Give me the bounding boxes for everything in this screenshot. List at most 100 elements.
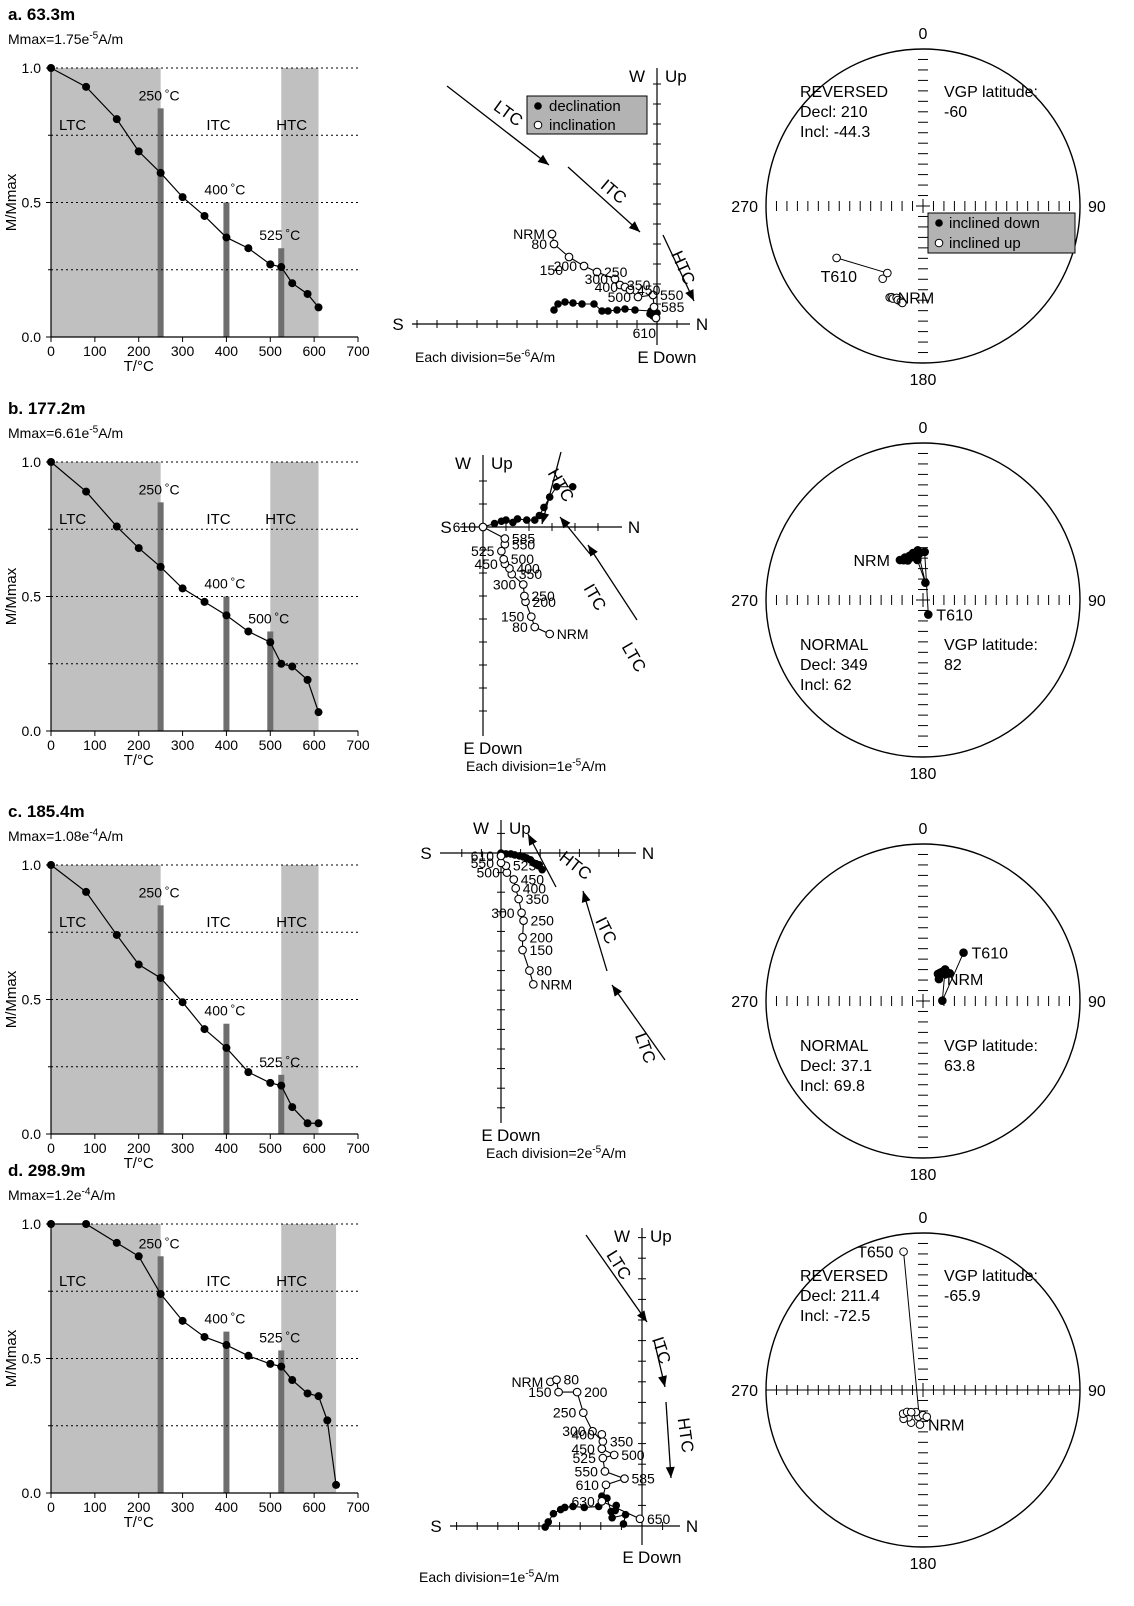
- inclination-point: [578, 1408, 588, 1418]
- step-label: 400: [204, 1311, 228, 1327]
- step-label: 630: [571, 1493, 595, 1509]
- x-tick-label: 700: [346, 343, 370, 359]
- x-tick-label: 100: [83, 737, 107, 753]
- legend-down-label: inclined down: [949, 215, 1040, 232]
- y-tick-label: 0.5: [22, 589, 42, 605]
- stereo-legend-box: [927, 212, 1076, 254]
- zij-label-up: Up: [665, 67, 687, 86]
- data-point: [277, 659, 286, 668]
- inclination-point: [547, 229, 557, 239]
- inclination-point: [609, 1450, 619, 1460]
- step-label: 525: [471, 543, 495, 559]
- component-arrowhead: [560, 517, 571, 529]
- step-label: 350: [519, 566, 543, 582]
- declination-point: [608, 1513, 616, 1522]
- step-label: 250: [139, 1235, 163, 1251]
- inclination-point: [511, 883, 521, 893]
- inclination-point: [610, 274, 620, 284]
- direction-point-up: [915, 1420, 925, 1429]
- step-label: 450: [474, 556, 498, 572]
- step-bar: [157, 1256, 164, 1493]
- component-arrowhead: [540, 512, 550, 524]
- data-point: [314, 1392, 323, 1401]
- y-tick-label: 0.5: [22, 1351, 42, 1367]
- x-axis-label: T/°C: [124, 752, 154, 769]
- panel-title: b. 177.2m: [8, 399, 86, 418]
- data-point: [222, 233, 231, 242]
- step-label-unit: °C: [285, 226, 300, 243]
- declination-point: [613, 306, 621, 314]
- declination-point: [532, 859, 541, 868]
- declination-point: [513, 515, 522, 523]
- incl-label: Incl: -44.3: [800, 124, 870, 141]
- step-label: 300: [585, 271, 609, 287]
- direction-point-down: [923, 610, 933, 619]
- inclination-point: [518, 580, 528, 589]
- y-tick-label: 0.0: [22, 1485, 42, 1501]
- label-south: 180: [910, 372, 937, 389]
- x-tick-label: 300: [171, 343, 195, 359]
- step-label: 250: [553, 1405, 577, 1421]
- vgp-value: -60: [944, 104, 967, 121]
- vgp-label: VGP latitude:: [944, 1038, 1038, 1055]
- step-label: NRM: [557, 626, 589, 642]
- direction-point-down: [940, 965, 950, 974]
- data-point: [288, 662, 297, 671]
- step-label: 400: [204, 182, 228, 198]
- data-point: [156, 973, 165, 982]
- step-label: 150: [540, 262, 564, 278]
- label-north: 0: [919, 821, 928, 838]
- stereo-step-label: T610: [936, 608, 973, 625]
- data-point: [47, 1220, 55, 1228]
- data-point: [244, 1068, 253, 1077]
- data-point: [314, 1119, 323, 1128]
- data-point: [178, 584, 187, 593]
- x-tick-label: 100: [83, 1140, 107, 1156]
- step-label: 400: [523, 880, 547, 896]
- zij-scale-label: Each division=5e-6A/m: [415, 348, 555, 365]
- declination-point: [561, 298, 569, 306]
- step-label: 650: [647, 1511, 671, 1527]
- inclination-point: [526, 612, 536, 622]
- direction-point-down: [903, 556, 913, 565]
- stereo-step-label: T610: [821, 269, 858, 286]
- inclination-point: [620, 1474, 629, 1483]
- zone-label: HTC: [276, 117, 307, 134]
- legend-declination-marker: [534, 102, 542, 110]
- component-label: LTC: [631, 1030, 659, 1065]
- zij-label-down: Down: [653, 348, 696, 367]
- vgp-label: VGP latitude:: [944, 637, 1038, 654]
- inclination-point: [518, 932, 527, 942]
- data-point: [222, 1341, 231, 1350]
- label-east: 90: [1088, 199, 1106, 216]
- component-label: LTC: [618, 639, 650, 675]
- component-arrowhead: [637, 1310, 647, 1322]
- step-label: 585: [661, 299, 685, 315]
- step-label: 610: [471, 848, 495, 864]
- stereonet-panel-b: 0 180 270 90 NORMAL Decl: 349 Incl: 62 VGP lati…: [731, 420, 1106, 783]
- x-tick-label: 200: [127, 343, 151, 359]
- data-point: [303, 1389, 312, 1398]
- zij-label-e: E: [481, 1126, 492, 1145]
- zij-label-down: Down: [497, 1126, 540, 1145]
- inclination-point: [598, 1453, 608, 1463]
- declination-point: [619, 1520, 628, 1528]
- zij-label-e: E: [463, 739, 474, 758]
- step-bar: [223, 1331, 230, 1493]
- step-label-unit: °C: [230, 181, 245, 198]
- step-label: 500: [621, 1447, 645, 1463]
- zone-label: ITC: [206, 117, 230, 134]
- stereonet-panel-d: 0 180 270 90 REVERSED Decl: 211.4 Incl: -72.5 V…: [731, 1210, 1106, 1573]
- stereo-step-label: NRM: [898, 290, 934, 307]
- x-tick-label: 400: [215, 343, 239, 359]
- zij-scale-label: Each division=1e-5A/m: [419, 1568, 559, 1585]
- step-label: NRM: [540, 976, 572, 992]
- demag-curve: [51, 1223, 337, 1486]
- data-point: [222, 1043, 231, 1052]
- step-label-unit: °C: [285, 1328, 300, 1345]
- data-point: [314, 303, 323, 312]
